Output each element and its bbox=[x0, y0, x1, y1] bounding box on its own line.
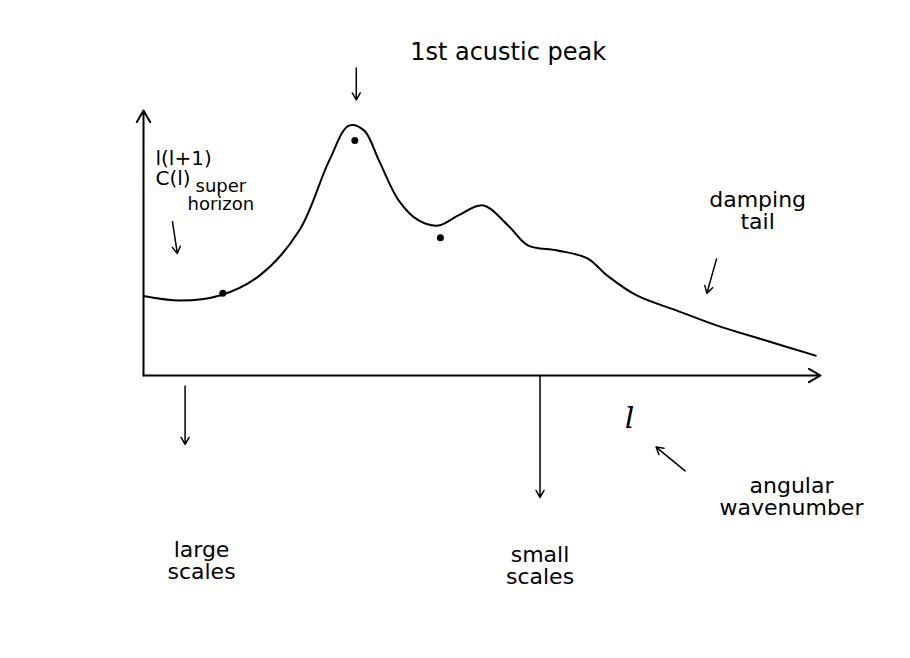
html-text:l(l+1): l(l+1) bbox=[155, 145, 212, 170]
svg-text:smallscales: smallscales bbox=[506, 542, 574, 589]
svg-text:dampingtail: dampingtail bbox=[709, 187, 806, 234]
svg-text:superhorizon: superhorizon bbox=[188, 175, 255, 214]
svg-text:l: l bbox=[625, 400, 635, 435]
svg-text:largescales: largescales bbox=[167, 537, 235, 584]
html-text:C(l): C(l) bbox=[155, 165, 191, 190]
svg-text:1st acustic peak: 1st acustic peak bbox=[410, 38, 606, 66]
svg-text:angularwavenumber: angularwavenumber bbox=[720, 473, 865, 520]
